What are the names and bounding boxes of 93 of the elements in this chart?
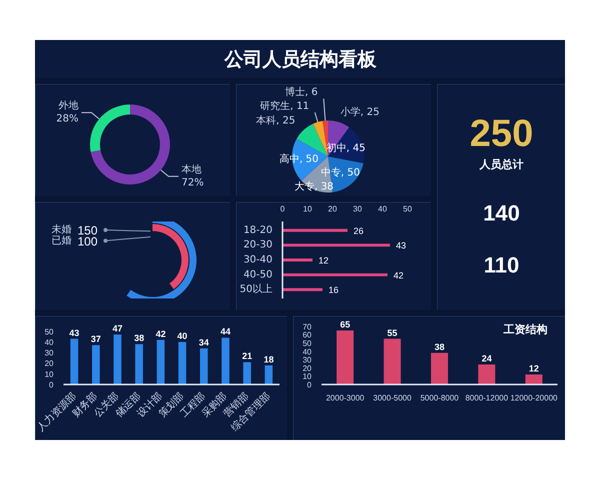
data-label: 38 [434, 342, 445, 352]
bar [384, 338, 401, 384]
y-tick-label: 40 [302, 347, 312, 356]
bar [243, 362, 251, 384]
y-tick-label: 40-50 [243, 269, 273, 280]
data-label: , 25 [276, 116, 296, 126]
data-label: , 6 [305, 87, 318, 98]
bar [336, 330, 354, 384]
data-label: , 50 [340, 167, 360, 178]
data-label: 43 [396, 240, 406, 251]
y-tick-label: 70 [302, 322, 312, 332]
y-tick-label: 30-40 [243, 254, 273, 266]
y-tick-label: 40 [44, 338, 54, 347]
slice-label: 博士 [285, 86, 306, 98]
data-label: 140 [483, 200, 520, 226]
data-label: 65 [340, 320, 350, 330]
x-tick-label: 40 [378, 204, 388, 214]
x-tick-label: 8000-12000 [465, 394, 509, 402]
data-label: 38 [134, 333, 144, 344]
data-label: , 50 [299, 154, 319, 165]
data-label: 40 [177, 330, 188, 341]
data-label: 18 [264, 354, 274, 364]
bar [282, 244, 390, 247]
data-label: 43 [69, 328, 80, 338]
x-tick-label: 3000-5000 [373, 394, 412, 402]
x-tick-label: 50 [403, 204, 412, 214]
bar [114, 334, 122, 384]
y-tick-label: 50 [44, 327, 54, 336]
bar [178, 342, 186, 384]
data-label: 12 [318, 256, 329, 266]
slice-label: 大专 [294, 180, 314, 192]
bar [264, 365, 273, 384]
bar [222, 338, 230, 384]
bar [525, 374, 542, 384]
data-label: 24 [482, 354, 492, 364]
data-label: , 11 [290, 100, 310, 112]
data-label: 28% [56, 114, 78, 125]
slice-label: 本科 [256, 114, 276, 126]
data-label: 21 [242, 351, 252, 362]
bar [70, 338, 78, 384]
bar [282, 288, 322, 292]
y-tick-label: 0 [49, 380, 54, 390]
bar [431, 352, 448, 384]
y-tick-label: 20 [44, 359, 54, 368]
slice-label: 本地 [182, 163, 202, 176]
y-tick-label: 30 [44, 348, 54, 358]
bar [156, 340, 165, 384]
data-label: 42 [394, 270, 404, 280]
y-tick-label: 10 [44, 370, 54, 379]
bar [282, 273, 388, 276]
x-tick-label: 30 [353, 204, 362, 214]
data-label: 44 [220, 326, 231, 337]
data-label: 250 [470, 113, 534, 155]
y-tick-label: 60 [302, 330, 312, 340]
category-label: 已婚 [52, 235, 72, 246]
category-label: 未婚 [52, 224, 72, 236]
data-label: 47 [112, 324, 123, 334]
chart-title: 工资结构 [502, 323, 548, 336]
data-label: 26 [354, 226, 364, 236]
data-label: 110 [484, 252, 520, 278]
data-label: 34 [198, 337, 209, 348]
slice-label: 小学 [340, 106, 360, 118]
data-label: 37 [90, 334, 101, 344]
data-label: , 25 [360, 106, 380, 118]
x-tick-label: 0 [280, 204, 286, 214]
y-tick-label: 0 [307, 380, 312, 390]
bar [478, 364, 496, 384]
y-tick-label: 18-20 [243, 224, 273, 236]
data-label: , 45 [346, 142, 366, 154]
x-tick-label: 12000-20000 [510, 394, 558, 402]
bar [200, 348, 208, 384]
slice-label: 外地 [58, 100, 78, 112]
y-tick-label: 50以上 [240, 283, 273, 296]
text: 公司人员结构看板 [224, 48, 378, 70]
x-tick-label: 2000-3000 [326, 394, 365, 402]
y-tick-label: 20 [302, 364, 312, 373]
x-tick-label: 20 [328, 204, 338, 214]
data-label: 55 [387, 328, 398, 338]
data-label: 12 [528, 364, 539, 374]
data-label: 16 [328, 285, 339, 296]
y-tick-label: 50 [302, 338, 312, 348]
y-tick-label: 20-30 [243, 240, 273, 251]
data-label: 72% [182, 177, 204, 188]
x-tick-label: 5000-8000 [420, 394, 460, 402]
data-label: 42 [156, 328, 166, 339]
category-label: 人员总计 [478, 158, 524, 171]
y-tick-label: 30 [302, 356, 312, 365]
slice-label: 研究生 [260, 100, 290, 112]
bar [135, 344, 143, 384]
bar [282, 228, 348, 232]
y-tick-label: 10 [302, 372, 312, 382]
bar [282, 258, 312, 262]
bar [92, 345, 100, 384]
